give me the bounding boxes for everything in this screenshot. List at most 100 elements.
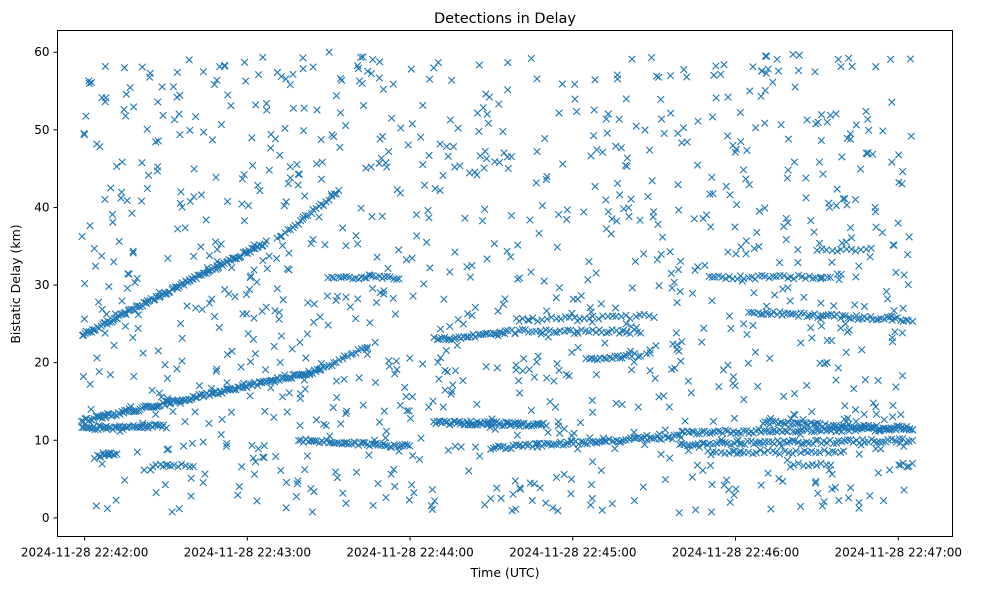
scatter-point bbox=[507, 253, 515, 261]
scatter-point bbox=[650, 313, 658, 322]
scatter-point bbox=[111, 310, 120, 318]
scatter-point bbox=[340, 375, 348, 383]
scatter-point bbox=[760, 449, 769, 457]
scatter-point bbox=[838, 311, 847, 319]
scatter-point bbox=[805, 272, 814, 280]
scatter-point bbox=[677, 439, 686, 448]
scatter-point bbox=[803, 381, 811, 390]
scatter-point bbox=[882, 287, 891, 296]
scatter-point bbox=[527, 406, 536, 415]
scatter-point bbox=[842, 348, 850, 356]
scatter-point bbox=[387, 114, 396, 122]
scatter-point bbox=[378, 212, 387, 220]
scatter-point bbox=[277, 466, 285, 475]
scatter-point bbox=[710, 71, 718, 79]
scatter-point bbox=[223, 439, 231, 448]
scatter-point bbox=[465, 169, 474, 177]
scatter-point bbox=[527, 54, 535, 63]
scatter-point bbox=[191, 408, 199, 416]
scatter-point bbox=[343, 352, 352, 360]
scatter-point bbox=[484, 119, 493, 128]
scatter-point bbox=[762, 69, 770, 78]
scatter-point bbox=[846, 223, 855, 232]
scatter-point bbox=[758, 67, 766, 75]
scatter-point bbox=[657, 250, 665, 258]
scatter-point bbox=[191, 393, 200, 402]
scatter-point bbox=[93, 140, 101, 148]
scatter-point bbox=[622, 311, 630, 320]
scatter-point bbox=[511, 477, 520, 485]
scatter-point bbox=[657, 450, 665, 459]
scatter-point bbox=[679, 124, 688, 132]
scatter-point bbox=[631, 257, 640, 266]
scatter-point bbox=[254, 181, 262, 189]
scatter-point bbox=[262, 99, 271, 108]
scatter-point bbox=[712, 62, 720, 70]
scatter-point bbox=[138, 63, 147, 71]
scatter-point bbox=[85, 328, 94, 336]
scatter-point bbox=[453, 341, 461, 350]
scatter-point bbox=[163, 394, 172, 403]
scatter-point bbox=[260, 453, 268, 462]
scatter-point bbox=[238, 175, 247, 183]
scatter-point bbox=[639, 483, 647, 491]
scatter-point bbox=[375, 159, 383, 168]
scatter-point bbox=[542, 175, 550, 184]
scatter-point bbox=[337, 420, 345, 428]
scatter-point bbox=[852, 417, 860, 426]
scatter-point bbox=[761, 437, 769, 446]
scatter-point bbox=[105, 452, 113, 460]
scatter-point bbox=[448, 335, 456, 344]
scatter-point bbox=[751, 124, 760, 132]
scatter-point bbox=[828, 258, 836, 266]
scatter-point bbox=[761, 272, 769, 280]
scatter-point bbox=[391, 310, 400, 318]
scatter-point bbox=[451, 248, 459, 256]
scatter-point bbox=[844, 54, 853, 62]
scatter-point bbox=[750, 289, 758, 297]
scatter-point bbox=[442, 346, 450, 355]
scatter-point bbox=[78, 232, 86, 241]
scatter-point bbox=[666, 109, 675, 117]
scatter-point bbox=[443, 368, 452, 376]
scatter-point bbox=[812, 477, 820, 486]
scatter-point bbox=[342, 241, 350, 250]
scatter-point bbox=[832, 376, 840, 384]
scatter-point bbox=[127, 305, 135, 313]
scatter-point bbox=[843, 201, 851, 209]
scatter-point bbox=[786, 463, 794, 471]
scatter-point bbox=[357, 204, 365, 212]
scatter-point bbox=[562, 215, 571, 224]
scatter-point bbox=[402, 392, 410, 401]
scatter-point bbox=[336, 109, 345, 117]
scatter-point bbox=[280, 201, 289, 210]
scatter-point bbox=[260, 442, 269, 450]
scatter-point bbox=[783, 439, 791, 447]
scatter-point bbox=[366, 319, 374, 327]
scatter-point bbox=[256, 187, 264, 195]
scatter-point bbox=[782, 235, 790, 244]
scatter-point bbox=[864, 149, 872, 157]
scatter-point bbox=[676, 287, 684, 296]
scatter-point bbox=[181, 417, 189, 426]
scatter-point bbox=[363, 343, 372, 352]
scatter-point bbox=[386, 273, 394, 281]
scatter-point bbox=[429, 397, 437, 405]
scatter-point bbox=[276, 151, 284, 159]
scatter-point bbox=[117, 194, 125, 202]
scatter-point bbox=[310, 300, 319, 308]
scatter-point bbox=[872, 410, 881, 418]
scatter-point bbox=[891, 314, 899, 323]
scatter-point bbox=[275, 308, 283, 316]
scatter-point bbox=[105, 282, 113, 291]
scatter-point bbox=[487, 445, 495, 453]
scatter-point bbox=[108, 210, 117, 219]
scatter-point bbox=[643, 350, 651, 358]
scatter-point bbox=[761, 86, 769, 95]
scatter-point bbox=[627, 366, 636, 374]
scatter-point bbox=[519, 354, 528, 363]
scatter-point bbox=[588, 354, 596, 362]
scatter-point bbox=[829, 302, 838, 310]
scatter-point bbox=[794, 459, 803, 468]
scatter-point bbox=[906, 55, 915, 63]
